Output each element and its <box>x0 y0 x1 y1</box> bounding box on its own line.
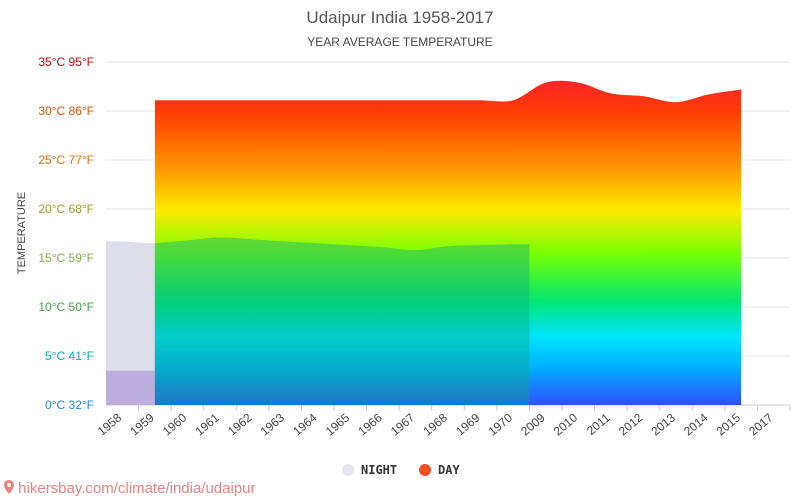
x-tick-label: 1960 <box>160 410 190 438</box>
legend-day[interactable]: DAY <box>419 463 460 477</box>
legend-night[interactable]: NIGHT <box>342 463 397 477</box>
x-tick-label: 1964 <box>290 410 320 438</box>
y-tick-label: 30°C 86°F <box>38 104 94 118</box>
x-tick-label: 2009 <box>518 410 548 438</box>
night-overlay-shade <box>154 237 530 405</box>
footer-link[interactable]: hikersbay.com/climate/india/udaipur <box>4 480 256 497</box>
x-tick-label: 1970 <box>486 410 516 438</box>
y-tick-label: 10°C 50°F <box>38 300 94 314</box>
y-tick-label: 25°C 77°F <box>38 153 94 167</box>
chart-svg: 0°C 32°F 5°C 41°F 10°C 50°F 15°C 59°F 20°C 6… <box>16 55 791 438</box>
x-tick-label: 1967 <box>388 410 418 438</box>
legend-day-label: DAY <box>438 463 460 477</box>
day-series <box>152 80 744 405</box>
night-swatch <box>342 464 354 476</box>
chart-subtitle: YEAR AVERAGE TEMPERATURE <box>307 35 493 49</box>
x-axis-ticks: 1958 1959 1960 1961 1962 1963 1964 1965 1966 1967… <box>95 405 791 438</box>
x-tick-label: 1959 <box>127 410 157 438</box>
x-tick-label: 1958 <box>95 410 125 438</box>
x-tick-label: 1966 <box>355 410 385 438</box>
chart-title: Udaipur India 1958-2017 <box>306 8 494 27</box>
x-tick-label: 2013 <box>648 410 678 438</box>
y-tick-label: 15°C 59°F <box>38 251 94 265</box>
night-base-band <box>106 370 155 405</box>
map-pin-icon <box>4 480 14 494</box>
x-tick-label: 1968 <box>420 410 450 438</box>
x-tick-label: 2015 <box>714 410 744 438</box>
y-tick-label: 20°C 68°F <box>38 202 94 216</box>
x-tick-label: 2011 <box>584 410 613 438</box>
night-overlay <box>154 237 530 405</box>
night-overlay-area <box>154 237 530 405</box>
x-tick-label: 2017 <box>746 410 776 438</box>
x-tick-label: 2012 <box>616 410 646 438</box>
x-tick-label: 2010 <box>551 410 581 438</box>
y-axis-ticks: 0°C 32°F 5°C 41°F 10°C 50°F 15°C 59°F 20°C 6… <box>38 55 94 412</box>
day-area <box>152 80 744 405</box>
day-swatch <box>419 464 431 476</box>
y-axis-label: TEMPERATURE <box>16 192 28 274</box>
y-tick-label: 0°C 32°F <box>45 398 94 412</box>
x-tick-label: 2014 <box>681 410 711 438</box>
footer-text: hikersbay.com/climate/india/udaipur <box>18 480 256 497</box>
x-tick-label: 1961 <box>192 410 222 438</box>
x-tick-label: 1969 <box>453 410 483 438</box>
x-tick-label: 1965 <box>323 410 353 438</box>
y-tick-label: 5°C 41°F <box>45 349 94 363</box>
y-tick-label: 35°C 95°F <box>38 55 94 69</box>
x-tick-label: 1963 <box>258 410 288 438</box>
x-tick-label: 1962 <box>225 410 255 438</box>
legend-night-label: NIGHT <box>361 463 398 477</box>
